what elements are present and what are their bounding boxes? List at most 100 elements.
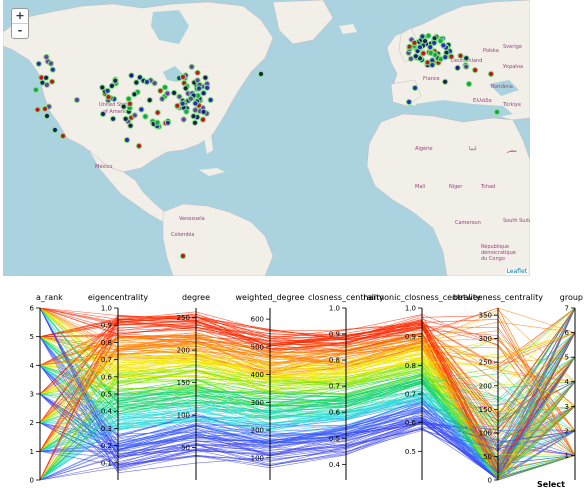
node-marker[interactable] [146,97,153,104]
node-marker[interactable] [425,32,432,39]
node-marker[interactable] [32,86,40,93]
axis-title[interactable]: degree [182,293,210,302]
node-marker[interactable] [105,94,112,101]
node-marker[interactable] [200,90,207,97]
node-marker[interactable] [192,100,199,107]
node-marker[interactable] [43,112,51,120]
node-marker[interactable] [437,37,444,45]
axis-title[interactable]: closness_centrality [308,293,384,302]
node-marker[interactable] [192,107,199,114]
node-marker[interactable] [161,84,169,91]
node-marker[interactable] [190,113,197,120]
node-marker[interactable] [457,52,464,59]
node-marker[interactable] [407,55,414,62]
node-marker[interactable] [179,252,187,260]
node-marker[interactable] [440,42,447,49]
zoom-out-button[interactable]: - [12,23,28,38]
node-marker[interactable] [493,108,501,116]
node-marker[interactable] [420,50,427,57]
node-marker[interactable] [207,96,214,104]
node-marker[interactable] [442,78,449,85]
node-marker[interactable] [195,85,203,92]
map-attribution[interactable]: Leaflet [505,268,528,275]
node-marker[interactable] [406,43,413,50]
node-marker[interactable] [180,116,187,123]
axis-title[interactable]: weighted_degree [235,293,304,302]
node-marker[interactable] [110,115,117,122]
node-marker[interactable] [188,63,195,70]
axis-title[interactable]: group [560,293,583,302]
axis-title[interactable]: betweeness_centrality [453,293,543,302]
node-marker[interactable] [411,39,418,47]
select-label[interactable]: Select [537,480,565,489]
node-marker[interactable] [104,87,111,94]
node-marker[interactable] [154,109,161,116]
node-marker[interactable] [159,95,166,103]
node-marker[interactable] [128,72,135,79]
node-marker[interactable] [405,98,413,106]
node-marker[interactable] [138,106,145,113]
node-marker[interactable] [421,38,429,45]
node-marker[interactable] [127,122,134,129]
node-marker[interactable] [43,74,50,81]
node-marker[interactable] [34,106,41,113]
node-marker[interactable] [454,64,461,72]
node-marker[interactable] [200,108,207,116]
axis-title[interactable]: eigencentrality [88,293,149,302]
node-marker[interactable] [154,119,161,126]
node-marker[interactable] [99,84,106,91]
axis-title[interactable]: harmonic_closness_centrality [363,293,481,302]
node-marker[interactable] [199,116,207,123]
node-marker[interactable] [47,60,55,67]
node-marker[interactable] [429,61,436,69]
node-marker[interactable] [171,89,178,97]
node-marker[interactable] [112,77,119,84]
node-marker[interactable] [465,80,473,88]
node-marker[interactable] [59,132,67,140]
node-marker[interactable] [183,108,190,115]
world-map[interactable]: United States of America México Venezuel… [3,0,530,276]
node-marker[interactable] [142,113,149,120]
node-marker[interactable] [73,96,81,104]
node-marker[interactable] [133,79,140,86]
node-marker[interactable] [43,81,51,89]
node-marker[interactable] [487,70,495,78]
node-marker[interactable] [164,119,171,126]
node-marker[interactable] [143,78,150,86]
node-marker[interactable] [448,53,455,60]
node-marker[interactable] [412,53,419,60]
node-marker[interactable] [35,60,42,67]
node-marker[interactable] [125,95,132,103]
node-marker[interactable] [99,110,107,118]
node-marker[interactable] [131,112,138,119]
node-marker[interactable] [187,95,194,102]
node-marker[interactable] [257,70,265,78]
node-marker[interactable] [179,100,186,107]
node-marker[interactable] [202,74,209,81]
node-marker[interactable] [437,56,444,63]
parallel-coordinates-chart[interactable]: a_rank 0 1 2 3 4 5 6 eigencentrality 0.1 0.2 0.3 0.4… [0,282,585,491]
node-marker[interactable] [182,85,189,92]
node-marker[interactable] [122,115,129,123]
node-marker[interactable] [463,55,470,62]
node-marker[interactable] [194,77,201,84]
zoom-in-button[interactable]: + [15,9,25,22]
node-marker[interactable] [151,80,158,87]
node-marker[interactable] [123,136,131,144]
node-marker[interactable] [108,82,116,90]
node-marker[interactable] [131,91,138,98]
node-marker[interactable] [49,78,56,85]
node-marker[interactable] [120,103,127,110]
node-marker[interactable] [174,102,181,109]
node-marker[interactable] [194,69,201,76]
node-marker[interactable] [164,90,171,97]
node-marker[interactable] [49,66,56,73]
node-marker[interactable] [51,126,59,134]
node-marker[interactable] [419,33,426,40]
node-marker[interactable] [427,44,434,51]
node-marker[interactable] [411,84,419,92]
node-marker[interactable] [191,119,199,126]
node-marker[interactable] [41,105,49,113]
node-marker[interactable] [126,100,134,107]
node-marker[interactable] [179,73,187,81]
